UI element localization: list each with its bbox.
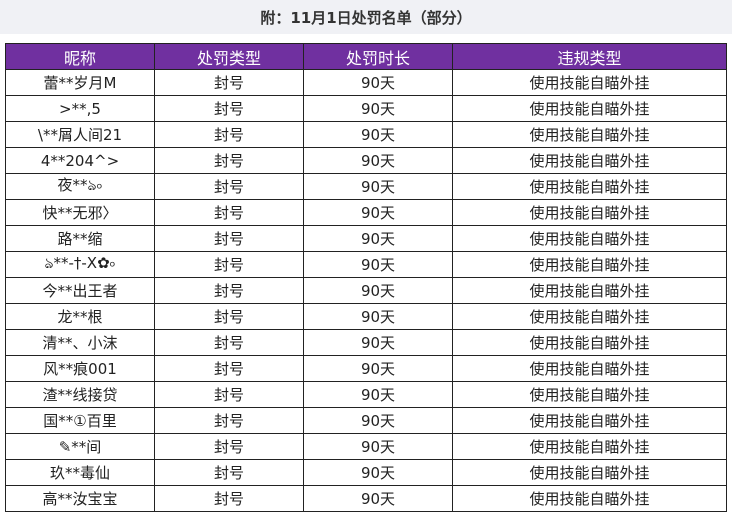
cell-nickname: 快**无邪〉: [5, 199, 155, 226]
cell-violation-type: 使用技能自瞄外挂: [452, 69, 727, 96]
page-title: 附：11月1日处罚名单（部分）: [260, 8, 472, 27]
cell-penalty-duration: 90天: [303, 407, 453, 434]
table-row: ✎**间 封号 90天 使用技能自瞄外挂: [5, 433, 727, 460]
cell-penalty-type: 封号: [154, 121, 304, 148]
cell-violation-type: 使用技能自瞄外挂: [452, 355, 727, 382]
cell-penalty-duration: 90天: [303, 95, 453, 122]
cell-violation-type: 使用技能自瞄外挂: [452, 381, 727, 408]
column-header-penalty-type: 处罚类型: [154, 43, 304, 70]
cell-penalty-type: 封号: [154, 485, 304, 512]
cell-violation-type: 使用技能自瞄外挂: [452, 95, 727, 122]
cell-nickname: 国**①百里: [5, 407, 155, 434]
cell-violation-type: 使用技能自瞄外挂: [452, 329, 727, 356]
cell-nickname: 渣**线接贷: [5, 381, 155, 408]
table-row: \**屑人间21 封号 90天 使用技能自瞄外挂: [5, 121, 727, 148]
cell-penalty-duration: 90天: [303, 277, 453, 304]
cell-violation-type: 使用技能自瞄外挂: [452, 225, 727, 252]
column-header-violation-type: 违规类型: [452, 43, 727, 70]
cell-penalty-type: 封号: [154, 69, 304, 96]
cell-violation-type: 使用技能自瞄外挂: [452, 251, 727, 278]
table-row: 清**、小沫 封号 90天 使用技能自瞄外挂: [5, 329, 727, 356]
cell-penalty-duration: 90天: [303, 173, 453, 200]
title-bar: 附：11月1日处罚名单（部分）: [0, 0, 732, 34]
cell-nickname: 清**、小沫: [5, 329, 155, 356]
cell-penalty-duration: 90天: [303, 303, 453, 330]
table-row: 路**缩 封号 90天 使用技能自瞄外挂: [5, 225, 727, 252]
penalty-table: 昵称 处罚类型 处罚时长 违规类型 蕾**岁月M 封号 90天 使用技能自瞄外挂 >**…: [5, 43, 727, 512]
table-row: 渣**线接贷 封号 90天 使用技能自瞄外挂: [5, 381, 727, 408]
table-row: 4**204^> 封号 90天 使用技能自瞄外挂: [5, 147, 727, 174]
cell-penalty-type: 封号: [154, 459, 304, 486]
cell-penalty-duration: 90天: [303, 381, 453, 408]
cell-nickname: 龙**根: [5, 303, 155, 330]
table-row: 蕾**岁月M 封号 90天 使用技能自瞄外挂: [5, 69, 727, 96]
table-row: 夜**ঌ৹ 封号 90天 使用技能自瞄外挂: [5, 173, 727, 200]
cell-penalty-duration: 90天: [303, 147, 453, 174]
cell-nickname: 风**痕001: [5, 355, 155, 382]
cell-penalty-type: 封号: [154, 433, 304, 460]
cell-violation-type: 使用技能自瞄外挂: [452, 121, 727, 148]
cell-penalty-type: 封号: [154, 95, 304, 122]
cell-nickname: \**屑人间21: [5, 121, 155, 148]
cell-nickname: >**,5: [5, 95, 155, 122]
cell-penalty-type: 封号: [154, 407, 304, 434]
cell-penalty-duration: 90天: [303, 121, 453, 148]
cell-violation-type: 使用技能自瞄外挂: [452, 147, 727, 174]
table-row: 高**汝宝宝 封号 90天 使用技能自瞄外挂: [5, 485, 727, 512]
cell-nickname: ✎**间: [5, 433, 155, 460]
cell-penalty-duration: 90天: [303, 355, 453, 382]
cell-penalty-duration: 90天: [303, 433, 453, 460]
cell-violation-type: 使用技能自瞄外挂: [452, 303, 727, 330]
cell-violation-type: 使用技能自瞄外挂: [452, 173, 727, 200]
cell-violation-type: 使用技能自瞄外挂: [452, 199, 727, 226]
cell-penalty-duration: 90天: [303, 69, 453, 96]
cell-nickname: 玖**毒仙: [5, 459, 155, 486]
cell-violation-type: 使用技能自瞄外挂: [452, 459, 727, 486]
table-row: 今**出王者 封号 90天 使用技能自瞄外挂: [5, 277, 727, 304]
table-row: 国**①百里 封号 90天 使用技能自瞄外挂: [5, 407, 727, 434]
cell-violation-type: 使用技能自瞄外挂: [452, 433, 727, 460]
cell-penalty-type: 封号: [154, 173, 304, 200]
cell-penalty-type: 封号: [154, 329, 304, 356]
table-row: 龙**根 封号 90天 使用技能自瞄外挂: [5, 303, 727, 330]
table-row: ঌ**-†-X✿৹ 封号 90天 使用技能自瞄外挂: [5, 251, 727, 278]
cell-nickname: 高**汝宝宝: [5, 485, 155, 512]
cell-penalty-type: 封号: [154, 147, 304, 174]
cell-nickname: 夜**ঌ৹: [5, 173, 155, 200]
cell-penalty-type: 封号: [154, 303, 304, 330]
table-row: 快**无邪〉 封号 90天 使用技能自瞄外挂: [5, 199, 727, 226]
column-header-nickname: 昵称: [5, 43, 155, 70]
cell-penalty-type: 封号: [154, 355, 304, 382]
cell-penalty-type: 封号: [154, 277, 304, 304]
cell-penalty-duration: 90天: [303, 251, 453, 278]
cell-nickname: 路**缩: [5, 225, 155, 252]
cell-penalty-type: 封号: [154, 251, 304, 278]
table-row: >**,5 封号 90天 使用技能自瞄外挂: [5, 95, 727, 122]
cell-violation-type: 使用技能自瞄外挂: [452, 277, 727, 304]
cell-violation-type: 使用技能自瞄外挂: [452, 407, 727, 434]
cell-nickname: 4**204^>: [5, 147, 155, 174]
cell-penalty-duration: 90天: [303, 459, 453, 486]
cell-nickname: ঌ**-†-X✿৹: [5, 251, 155, 278]
cell-violation-type: 使用技能自瞄外挂: [452, 485, 727, 512]
cell-penalty-type: 封号: [154, 381, 304, 408]
cell-penalty-duration: 90天: [303, 329, 453, 356]
cell-penalty-duration: 90天: [303, 485, 453, 512]
table-body: 蕾**岁月M 封号 90天 使用技能自瞄外挂 >**,5 封号 90天 使用技能自瞄外挂 \**…: [5, 69, 727, 512]
table-row: 风**痕001 封号 90天 使用技能自瞄外挂: [5, 355, 727, 382]
cell-nickname: 今**出王者: [5, 277, 155, 304]
cell-nickname: 蕾**岁月M: [5, 69, 155, 96]
cell-penalty-type: 封号: [154, 199, 304, 226]
cell-penalty-type: 封号: [154, 225, 304, 252]
table-row: 玖**毒仙 封号 90天 使用技能自瞄外挂: [5, 459, 727, 486]
cell-penalty-duration: 90天: [303, 199, 453, 226]
cell-penalty-duration: 90天: [303, 225, 453, 252]
table-header-row: 昵称 处罚类型 处罚时长 违规类型: [5, 43, 727, 70]
column-header-penalty-duration: 处罚时长: [303, 43, 453, 70]
